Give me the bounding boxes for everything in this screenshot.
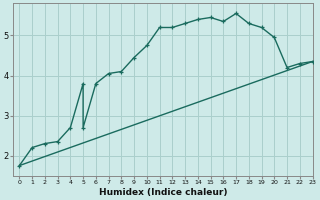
X-axis label: Humidex (Indice chaleur): Humidex (Indice chaleur) [99, 188, 227, 197]
